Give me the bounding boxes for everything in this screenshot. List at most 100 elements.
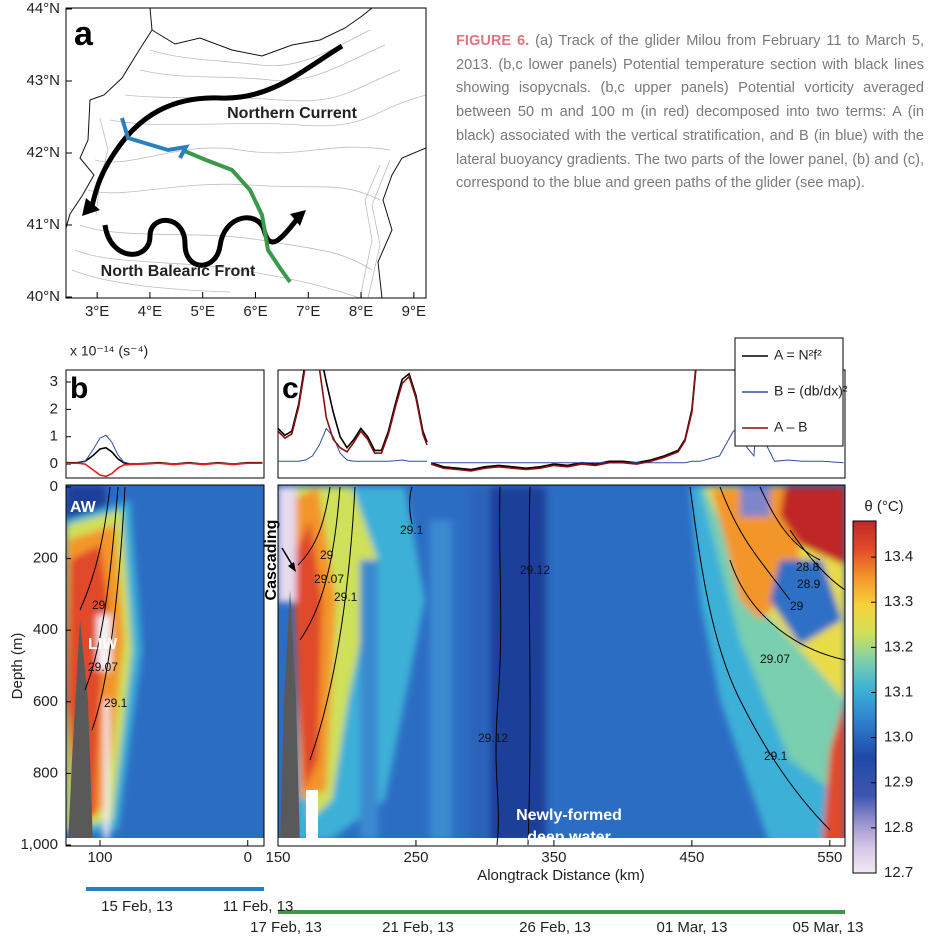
contour-label: 29.1 — [764, 749, 788, 763]
caption-text: (a) Track of the glider Milou from Febru… — [456, 33, 925, 192]
y-tick-label: 400 — [33, 621, 58, 638]
x-tick-label: 5°E — [191, 303, 215, 320]
field — [360, 560, 378, 840]
glider-track-blue — [120, 117, 190, 159]
contour-label: 29.07 — [760, 652, 790, 666]
date-label: 21 Feb, 13 — [382, 919, 454, 936]
field — [770, 560, 842, 645]
map-label: North Balearic Front — [101, 263, 256, 280]
colorbar — [852, 520, 877, 874]
y-tick-label: 800 — [33, 764, 58, 781]
field — [278, 487, 296, 602]
section-frame — [277, 484, 846, 847]
colorbar-tick-label: 13.2 — [884, 638, 913, 655]
caption: FIGURE 6. (a) Track of the glider Milou … — [456, 30, 924, 196]
section-b-field — [66, 485, 264, 846]
arrow-head — [288, 562, 296, 572]
x-tick-label: 3°E — [85, 303, 109, 320]
annotation: LIW — [88, 636, 118, 653]
map-frame — [65, 7, 427, 299]
y-tick-label: 3 — [50, 373, 58, 390]
annotation: AW — [70, 499, 97, 516]
x-tick-label: 0 — [244, 849, 252, 866]
contour-label: 29.07 — [314, 572, 344, 586]
y-tick-label: 600 — [33, 693, 58, 710]
glider-track-green — [181, 148, 292, 284]
y-tick-label: 42°N — [26, 144, 60, 161]
plot-area — [66, 434, 263, 478]
balearic-front — [102, 215, 300, 268]
arrow-head — [290, 210, 306, 226]
contour-label: 28.8 — [796, 560, 820, 574]
x-tick-label: 350 — [541, 849, 566, 866]
contour-label: 29.07 — [88, 660, 118, 674]
field — [780, 487, 845, 565]
y-tick-label: 2 — [50, 400, 58, 417]
field — [292, 520, 322, 790]
plot-area — [278, 370, 844, 472]
panel-label: b — [70, 372, 88, 405]
x-tick-label: 4°E — [138, 303, 162, 320]
field — [104, 700, 109, 840]
isopycnals — [297, 486, 845, 846]
contour-label: 29.1 — [400, 523, 424, 537]
annotation: Newly-formed — [516, 807, 622, 824]
isopycnals — [79, 486, 126, 731]
arrow-head — [82, 198, 100, 216]
date-label: 01 Mar, 13 — [657, 919, 728, 936]
northern-current — [89, 43, 344, 207]
unit-label: x 10⁻¹⁴ (s⁻⁴) — [70, 343, 148, 359]
bathymetry — [71, 29, 426, 298]
colorbar-tick-label: 12.7 — [884, 864, 913, 881]
y-tick-label: 41°N — [26, 216, 60, 233]
x-tick-label: 7°E — [296, 303, 320, 320]
x-tick-label: 150 — [265, 849, 290, 866]
contour-label: 29.12 — [478, 731, 508, 745]
colorbar-tick-label: 13.1 — [884, 683, 913, 700]
date-label: 17 Feb, 13 — [250, 919, 322, 936]
y-tick-label: 1,000 — [20, 836, 58, 853]
y-tick-label: 40°N — [26, 288, 60, 305]
legend-label: A = N²f² — [774, 347, 822, 363]
contour-label: 29.1 — [104, 696, 128, 710]
coastline — [377, 147, 426, 298]
field — [97, 615, 111, 670]
colorbar-title: θ (°C) — [864, 498, 903, 515]
y-tick-label: 43°N — [26, 72, 60, 89]
panel-label: c — [282, 372, 299, 405]
x-axis-title: Alongtrack Distance (km) — [477, 867, 645, 884]
field — [740, 487, 770, 517]
colorbar-tick-label: 13.4 — [884, 548, 913, 565]
legend-label: A – B — [774, 419, 807, 435]
contour-label: 29 — [92, 598, 106, 612]
legend-label: B = (db/dx)² — [774, 383, 848, 399]
no-data — [66, 838, 264, 846]
date-label: 15 Feb, 13 — [101, 898, 173, 915]
colorbar-tick-label: 13.0 — [884, 729, 913, 746]
date-label: 11 Feb, 13 — [223, 898, 294, 915]
coastline — [66, 8, 153, 229]
no-data — [306, 790, 318, 840]
map-label: Northern Current — [227, 105, 357, 122]
date-label: 26 Feb, 13 — [519, 919, 591, 936]
section-c-field — [278, 485, 845, 846]
no-data — [278, 838, 845, 846]
panel-label: a — [74, 15, 94, 53]
y-axis-title: Depth (m) — [9, 633, 26, 700]
caption-label: FIGURE 6. — [456, 33, 530, 49]
series-line — [66, 462, 263, 478]
series-line — [278, 370, 761, 472]
y-tick-label: 1 — [50, 428, 58, 445]
field — [430, 520, 452, 840]
y-tick-label: 0 — [50, 478, 58, 495]
annotation: deep water — [527, 829, 611, 846]
field — [490, 487, 546, 842]
x-tick-label: 6°E — [243, 303, 267, 320]
date-label: 05 Mar, 13 — [793, 919, 864, 936]
x-tick-label: 9°E — [402, 303, 426, 320]
contour-label: 29 — [320, 548, 334, 562]
annotation: Cascading — [263, 520, 280, 601]
contour-label: 29 — [790, 599, 804, 613]
